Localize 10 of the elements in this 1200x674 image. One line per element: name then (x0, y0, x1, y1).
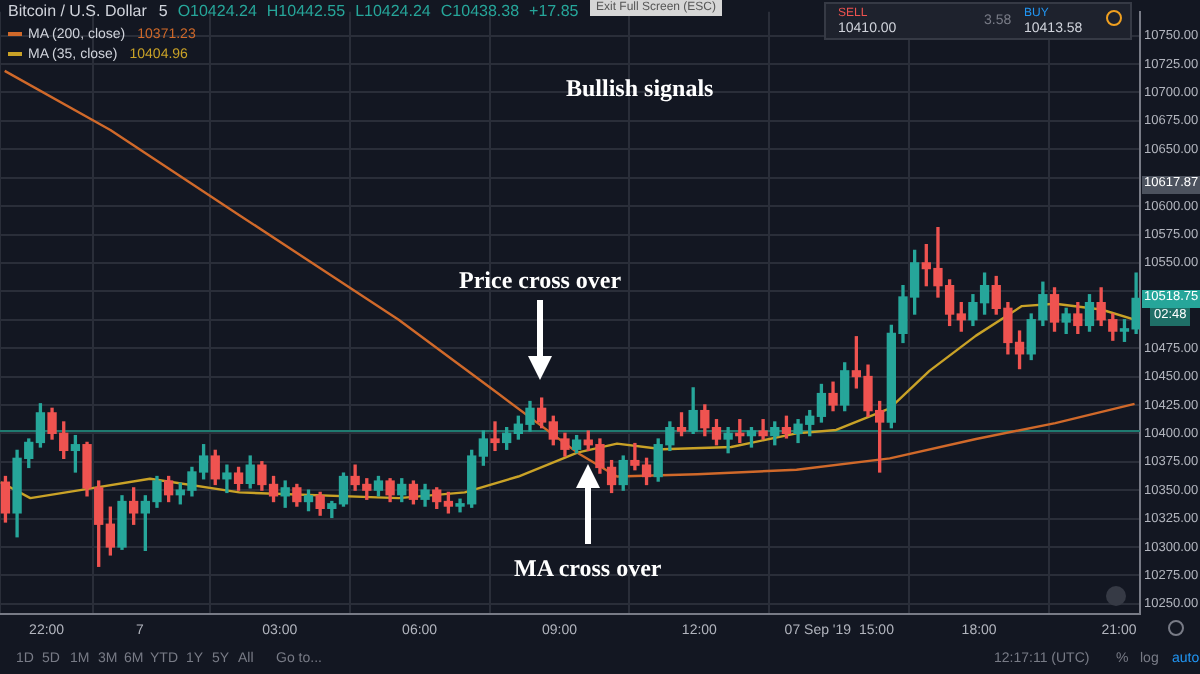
annotation: Bullish signals (566, 74, 714, 102)
annotation: MA cross over (514, 554, 662, 582)
annotation: L10424.24 (355, 2, 431, 20)
annotation: C10438.38 (440, 2, 520, 20)
chart-subtitle: 5 (158, 2, 168, 20)
chart-title: Bitcoin / U.S. Dollar (8, 2, 147, 20)
annotation: O10424.24 (177, 2, 257, 20)
annotation: Price cross over (459, 266, 622, 294)
annotation: H10442.55 (266, 2, 346, 20)
annotation: +17.85 (529, 2, 579, 20)
